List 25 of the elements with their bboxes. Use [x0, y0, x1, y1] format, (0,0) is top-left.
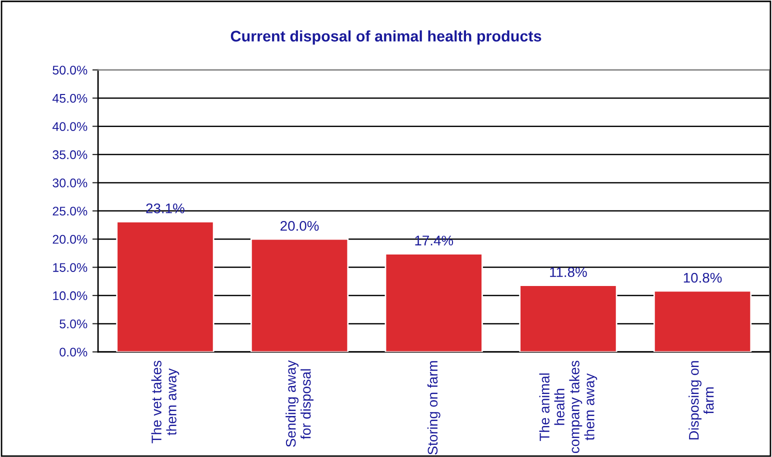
- bar: [519, 284, 618, 352]
- y-tick-label: 10.0%: [53, 291, 88, 300]
- y-tick-label: 15.0%: [53, 263, 88, 272]
- x-tick-label: The vet takes them away: [151, 360, 180, 444]
- x-tick-label: Storing on farm: [427, 361, 440, 455]
- y-tick-label: 50.0%: [52, 66, 88, 75]
- bar: [250, 238, 349, 352]
- bar: [384, 253, 483, 352]
- data-label: 11.8%: [550, 267, 587, 278]
- y-tick-label: 20.0%: [52, 234, 88, 244]
- bar: [653, 290, 752, 352]
- y-tick-label: 45.0%: [52, 94, 88, 103]
- data-label: 20.0%: [280, 220, 319, 231]
- bar: [116, 220, 214, 352]
- y-tick-label: 35.0%: [52, 150, 88, 160]
- y-tick-label: 40.0%: [52, 122, 88, 131]
- x-tick-label: Disposing on farm: [688, 361, 714, 440]
- y-tick-label: 25.0%: [52, 206, 88, 216]
- chart-title: Current disposal of animal health products: [230, 30, 542, 45]
- x-tick-label: The animal health company takes them away: [539, 360, 598, 454]
- y-tick-label: 5.0%: [60, 319, 88, 328]
- y-tick-label: 30.0%: [52, 178, 88, 188]
- y-tick-label: 0.0%: [60, 348, 88, 357]
- x-tick-label: Sending away for disposal: [286, 360, 314, 447]
- data-label: 10.8%: [684, 272, 722, 283]
